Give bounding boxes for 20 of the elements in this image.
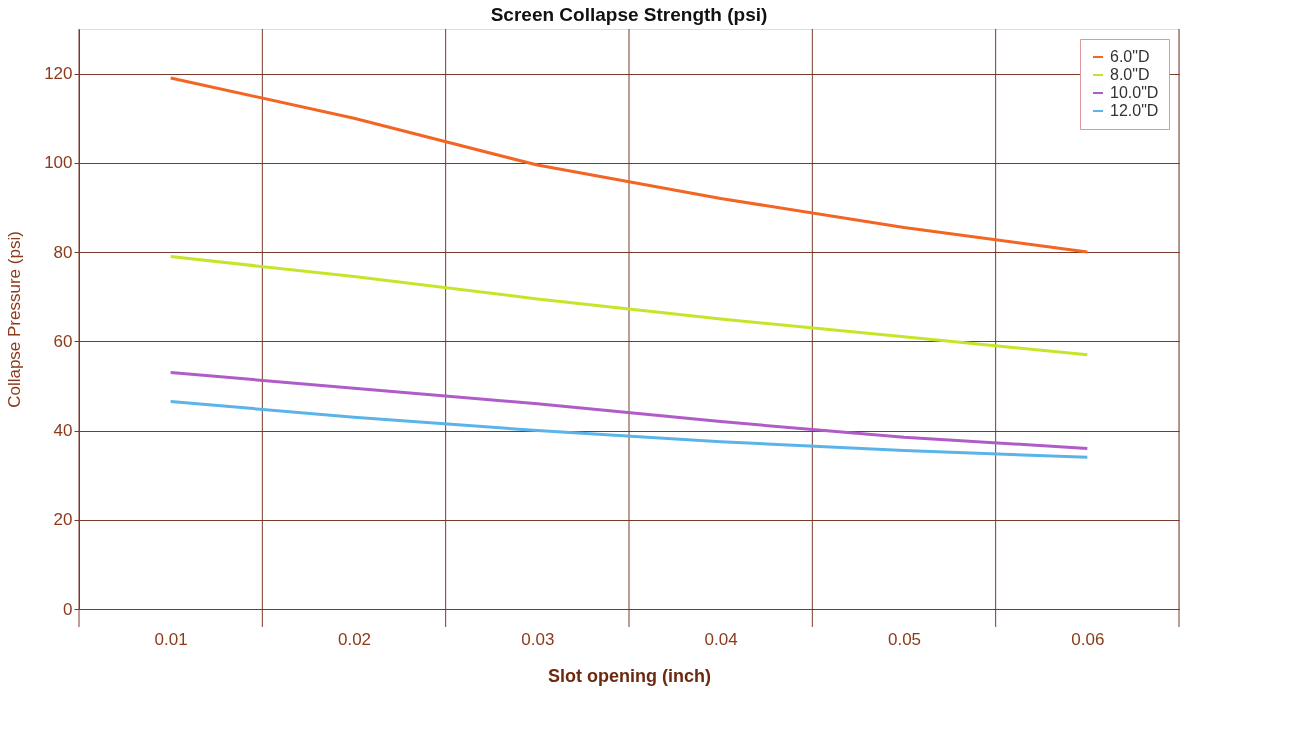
legend-label: 8.0"D [1110, 66, 1150, 83]
y-tick-label: 80 [53, 242, 73, 262]
x-tick-label: 0.03 [521, 629, 555, 649]
y-tick-label: 60 [53, 331, 73, 351]
chart-title: Screen Collapse Strength (psi) [490, 3, 768, 25]
y-tick-label: 0 [63, 599, 73, 619]
legend-label: 10.0"D [1110, 84, 1159, 101]
y-tick-label: 120 [44, 64, 73, 84]
legend-label: 12.0"D [1110, 102, 1159, 119]
x-tick-label: 0.02 [337, 629, 372, 649]
x-tick-label: 0.01 [154, 629, 188, 649]
y-tick-label: 100 [44, 153, 73, 173]
x-tick-label: 0.06 [1071, 629, 1105, 649]
x-axis-title: Slot opening (inch) [548, 665, 711, 686]
x-tick-label: 0.04 [704, 629, 738, 649]
legend-label: 6.0"D [1110, 48, 1150, 65]
y-tick-label: 20 [53, 510, 73, 530]
y-axis-title: Collapse Pressure (psi) [5, 231, 25, 408]
x-tick-label: 0.05 [887, 629, 922, 649]
y-tick-label: 40 [53, 421, 73, 441]
